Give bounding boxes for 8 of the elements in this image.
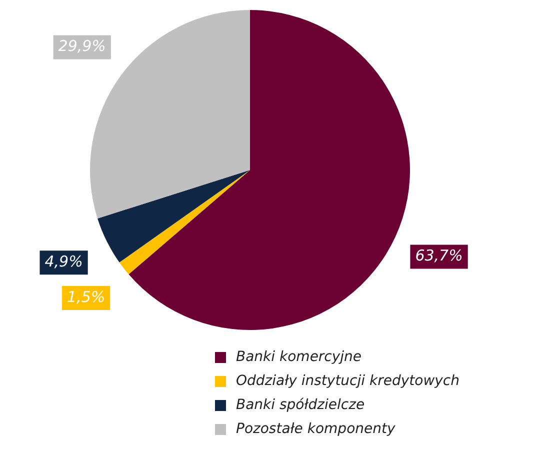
data-label: 1,5%	[66, 288, 106, 306]
legend-label: Oddziały instytucji kredytowych	[236, 373, 460, 389]
legend-label: Banki spółdzielcze	[236, 397, 365, 413]
data-label: 29,9%	[58, 37, 106, 56]
data-label: 63,7%	[415, 246, 463, 265]
data-label: 4,9%	[44, 252, 83, 271]
legend-label: Banki komercyjne	[236, 349, 362, 365]
legend-label: Pozostałe komponenty	[236, 421, 396, 437]
